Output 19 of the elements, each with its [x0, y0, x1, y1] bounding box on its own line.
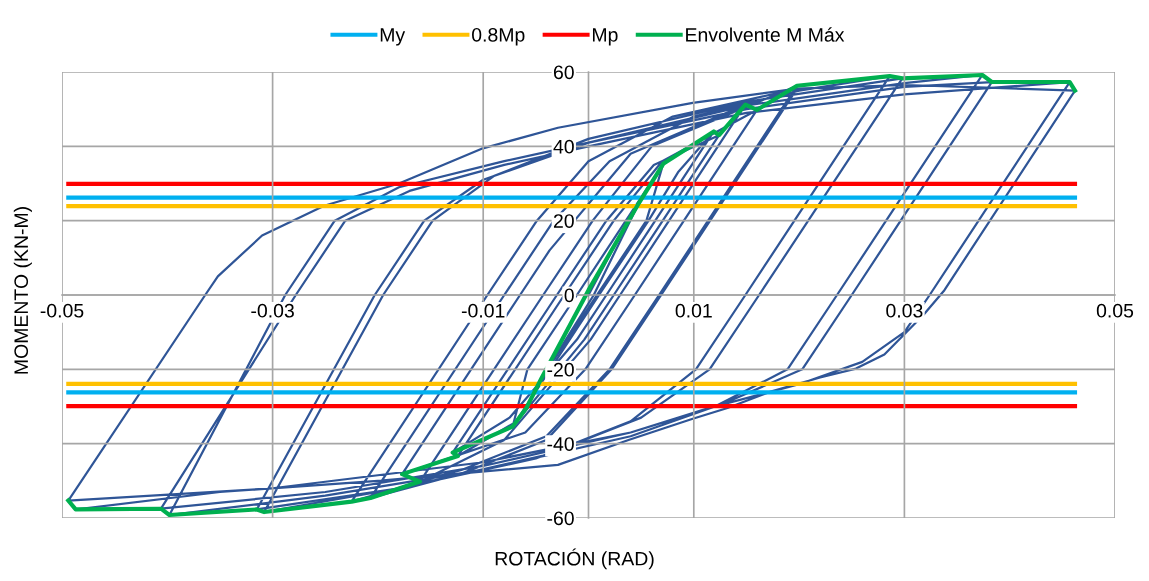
y-tick-label: 0 [564, 288, 574, 303]
legend-label: 0.8Mp [472, 27, 525, 46]
x-tick-label: -0.05 [40, 303, 84, 318]
x-axis-title: ROTACIÓN (RAD) [495, 548, 654, 570]
legend-label: My [380, 28, 406, 46]
y-tick-label: 40 [553, 139, 574, 154]
y-tick-label: 60 [553, 65, 574, 80]
y-tick-label: -20 [547, 362, 574, 377]
legend-label: Mp [592, 28, 618, 46]
y-tick-label: 20 [553, 214, 574, 228]
x-tick-label: -0.01 [461, 303, 505, 318]
y-axis-title: MOMENTO (KN-M) [13, 207, 32, 374]
x-tick-label: 0.03 [886, 303, 923, 318]
legend-label: Envolvente M Máx [686, 27, 845, 42]
x-tick-label: 0.01 [675, 303, 712, 318]
x-tick-label: -0.03 [251, 303, 294, 318]
x-tick-label: 0.05 [1096, 303, 1134, 318]
y-tick-label: -60 [547, 511, 574, 526]
y-tick-label: -40 [547, 437, 574, 451]
